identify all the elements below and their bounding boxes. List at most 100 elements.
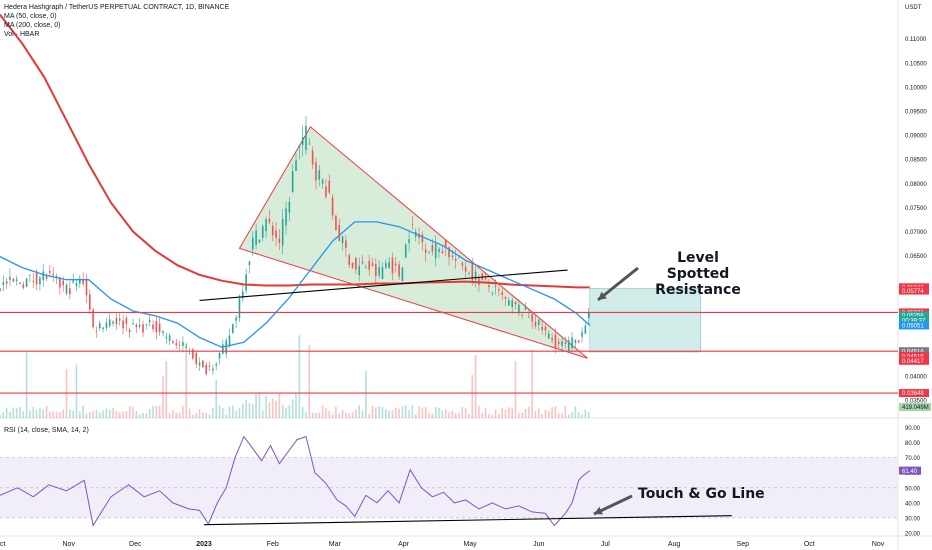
candle-body	[365, 266, 367, 268]
volume-bar	[275, 400, 277, 418]
candle-body	[508, 300, 510, 306]
candle-body	[464, 267, 467, 272]
volume-bar	[118, 412, 121, 418]
candle-body	[454, 258, 457, 261]
volume-bar	[511, 407, 513, 418]
price-tick-label: 0.11000	[905, 37, 927, 43]
volume-bar	[491, 414, 494, 418]
volume-bar	[554, 405, 557, 418]
volume-bar	[431, 413, 434, 418]
volume-bar	[567, 414, 570, 418]
volume-bar	[261, 410, 264, 418]
candle-body	[547, 333, 550, 339]
volume-bar	[132, 406, 134, 418]
level-annotation: Level Spotted Resistance	[648, 250, 748, 298]
candle-body	[102, 327, 104, 330]
volume-bar	[245, 399, 247, 418]
volume-bar	[122, 411, 124, 418]
volume-bar	[538, 408, 540, 418]
volume-bar	[142, 412, 144, 418]
volume-bar	[557, 413, 560, 418]
volume-bar	[351, 412, 354, 418]
volume-bar	[148, 409, 151, 418]
candle-body	[42, 271, 45, 280]
volume-bar	[225, 414, 227, 418]
volume-bar	[182, 406, 184, 418]
candle-body	[59, 277, 61, 288]
volume-bar	[0, 414, 1, 418]
candle-body	[587, 312, 590, 318]
price-badge-bg	[899, 316, 929, 325]
rsi-tick-label: 90.00	[905, 426, 921, 432]
volume-bar	[128, 406, 131, 418]
candle-body	[251, 237, 254, 250]
candle-body	[408, 239, 410, 243]
volume-bar	[185, 344, 188, 418]
ma50-legend[interactable]: MA (50, close, 0)	[4, 13, 57, 20]
candle-body	[341, 236, 344, 244]
candle-body	[15, 279, 18, 281]
price-badge-bg	[899, 321, 929, 330]
candle-body	[305, 126, 307, 151]
volume-legend[interactable]: Vol · HBAR	[4, 31, 40, 38]
candle-body	[205, 364, 208, 374]
volume-bar	[338, 413, 341, 418]
time-tick-label: 2023	[196, 541, 212, 548]
volume-bar	[454, 413, 457, 418]
volume-bar	[241, 403, 244, 418]
candle-body	[89, 294, 91, 310]
volume-bar	[501, 407, 504, 418]
candle-body	[92, 309, 94, 328]
volume-bar	[85, 413, 88, 418]
ma200-legend[interactable]: MA (200, close, 0)	[4, 22, 61, 29]
rsi-tick-label: 80.00	[905, 441, 921, 447]
candle-body	[398, 264, 400, 277]
candle-body	[325, 186, 327, 197]
candle-body	[358, 266, 360, 276]
volume-bar	[9, 411, 11, 418]
volume-bar	[62, 409, 64, 418]
volume-bar	[544, 409, 547, 418]
rsi-legend[interactable]: RSI (14, close, SMA, 14, 2)	[4, 427, 89, 434]
candle-body	[448, 247, 450, 258]
candle-body	[564, 342, 567, 344]
candle-body	[32, 280, 35, 282]
rsi-band	[0, 457, 898, 518]
volume-bar	[215, 380, 217, 418]
volume-bar	[298, 335, 301, 418]
volume-bar	[474, 354, 477, 418]
volume-bar	[441, 410, 444, 418]
volume-bar	[331, 414, 334, 418]
volume-bar	[25, 352, 28, 418]
candle-body	[138, 324, 141, 327]
candle-body	[98, 323, 101, 329]
candle-body	[228, 335, 231, 346]
price-badge-label: 00:39:37	[902, 318, 926, 324]
price-badge-label: 0.04417	[902, 359, 924, 365]
volume-bar	[281, 404, 284, 418]
volume-bar	[358, 405, 360, 418]
candle-body	[524, 307, 527, 310]
candle-body	[551, 338, 553, 341]
candle-body	[321, 179, 324, 184]
volume-bar	[152, 405, 154, 418]
volume-bar	[168, 412, 171, 418]
candle-body	[388, 261, 390, 269]
candle-body	[428, 252, 430, 254]
annotation-arrows	[593, 266, 639, 516]
volume-bar	[464, 408, 467, 418]
candle-body	[468, 272, 470, 274]
volume-bar	[69, 409, 71, 418]
candle-body	[175, 343, 178, 346]
time-tick-label: Jul	[601, 541, 610, 548]
volume-bar	[291, 399, 294, 418]
volume-bar	[498, 413, 500, 418]
volume-bar	[355, 409, 357, 418]
candle-body	[158, 323, 161, 332]
axes[interactable]: 0.11000 0.10500 0.10000 0.09500 0.09000 0.085…	[0, 5, 931, 548]
time-tick-label: Feb	[267, 541, 279, 548]
candle-body	[49, 270, 51, 273]
candle-body	[538, 319, 540, 325]
price-tick-label: 0.03500	[905, 399, 927, 405]
candle-body	[172, 341, 174, 344]
